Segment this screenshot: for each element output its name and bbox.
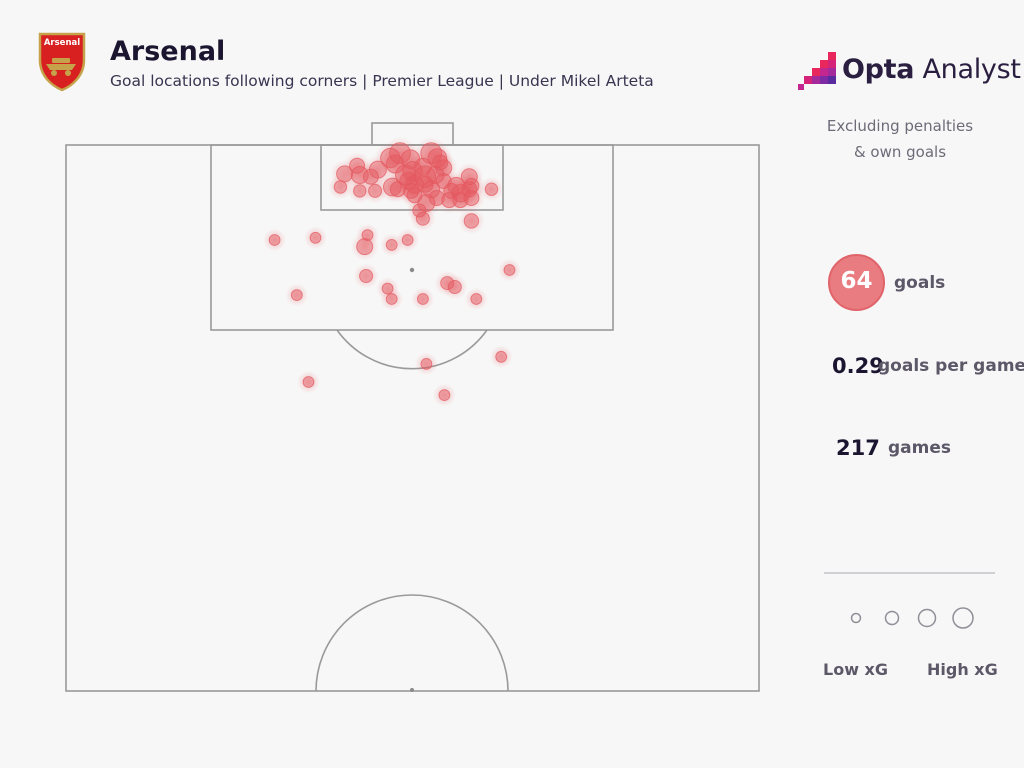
goal-marker-halo xyxy=(285,283,309,307)
goal-marker xyxy=(309,231,322,244)
goal-marker xyxy=(385,293,398,305)
goal-marker xyxy=(359,269,374,283)
goal-marker xyxy=(268,234,281,246)
goal-marker-halo xyxy=(464,287,488,311)
pitch-chart xyxy=(65,122,760,692)
goal-marker-halo xyxy=(489,345,513,369)
goal-marker xyxy=(470,293,483,305)
goal-marker-halo xyxy=(411,287,435,311)
goal-marker-halo xyxy=(297,370,320,394)
centre-spot xyxy=(410,688,414,692)
note-line-1: Excluding penalties xyxy=(826,117,974,135)
page-title: Arsenal xyxy=(110,36,226,67)
xg-size-legend xyxy=(850,607,974,629)
legend-size-3 xyxy=(917,608,937,628)
goal-marker xyxy=(463,190,480,206)
pitch-outline xyxy=(65,144,760,692)
goal-markers xyxy=(263,136,521,407)
legend-size-4 xyxy=(952,607,974,629)
goal-marker-halo xyxy=(353,263,379,289)
goal-marker-halo xyxy=(328,174,353,200)
goal-marker-halo xyxy=(396,228,419,252)
goal-marker xyxy=(447,280,462,294)
goal-marker-halo xyxy=(498,258,521,282)
centre-circle xyxy=(315,594,509,692)
goals-per-game-label: goals per game xyxy=(878,356,1024,376)
goal-marker-halo xyxy=(263,228,286,252)
penalty-arc xyxy=(336,329,488,370)
goal-marker-halo xyxy=(442,274,468,300)
goals-value: 64 xyxy=(840,268,873,294)
penalty-spot xyxy=(409,267,415,273)
games-value: 217 xyxy=(836,436,880,460)
goal-marker-halo xyxy=(410,206,436,232)
legend-low-label: Low xG xyxy=(823,660,888,679)
legend-high-label: High xG xyxy=(927,660,998,679)
legend-size-2 xyxy=(884,610,900,626)
goals-per-game-value: 0.29 xyxy=(832,354,884,378)
brand-name: Opta Analyst xyxy=(842,54,1021,85)
goal-marker xyxy=(420,358,433,370)
goal-marker-halo xyxy=(433,383,456,407)
goal-marker-halo xyxy=(304,226,327,250)
goal-marker-halo xyxy=(356,223,379,247)
games-label: games xyxy=(888,438,952,458)
goal-marker xyxy=(417,293,429,305)
goals-badge xyxy=(828,254,885,311)
legend-size-1 xyxy=(850,612,862,624)
goal-marker-halo xyxy=(426,149,454,176)
goal-marker xyxy=(302,376,315,388)
opta-analyst-logo: Opta Analyst xyxy=(798,52,1021,92)
goal-marker xyxy=(432,154,449,171)
goal-marker xyxy=(438,389,451,402)
goal-marker xyxy=(361,229,374,242)
goal-marker xyxy=(495,350,508,363)
note-line-2: & own goals xyxy=(853,143,947,161)
arsenal-crest-icon: Arsenal xyxy=(38,32,86,92)
goal-marker-halo xyxy=(458,207,485,235)
goals-label: goals xyxy=(894,273,946,293)
goal-marker xyxy=(333,180,348,194)
goal-marker xyxy=(290,289,303,302)
goal-marker xyxy=(401,234,414,246)
opta-logo-icon xyxy=(798,52,836,90)
page-subtitle: Goal locations following corners | Premi… xyxy=(110,72,654,90)
goal-marker-halo xyxy=(457,184,485,212)
goal-marker xyxy=(385,239,398,251)
legend-divider xyxy=(824,572,995,574)
goal-marker xyxy=(484,182,499,196)
goal-marker-halo xyxy=(415,352,438,376)
goal-marker xyxy=(415,211,430,226)
goal-marker xyxy=(463,213,480,229)
crest-lettering: Arsenal xyxy=(44,38,80,48)
goal-marker-halo xyxy=(479,177,504,202)
goal-marker-halo xyxy=(380,287,404,311)
goal-marker xyxy=(503,264,516,276)
